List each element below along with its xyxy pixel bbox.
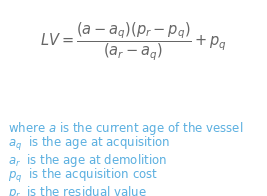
Text: $a_q$  is the age at acquisition: $a_q$ is the age at acquisition [8,135,170,153]
Text: $p_r$  is the residual value: $p_r$ is the residual value [8,183,147,196]
Text: $LV = \dfrac{(a - a_q)(p_r - p_q)}{(a_r - a_q)} + p_q$: $LV = \dfrac{(a - a_q)(p_r - p_q)}{(a_r … [40,20,227,62]
Text: where $a$ is the current age of the vessel: where $a$ is the current age of the vess… [8,120,243,137]
Text: $a_r$  is the age at demolition: $a_r$ is the age at demolition [8,152,167,169]
Text: $p_q$  is the acquisition cost: $p_q$ is the acquisition cost [8,167,158,185]
